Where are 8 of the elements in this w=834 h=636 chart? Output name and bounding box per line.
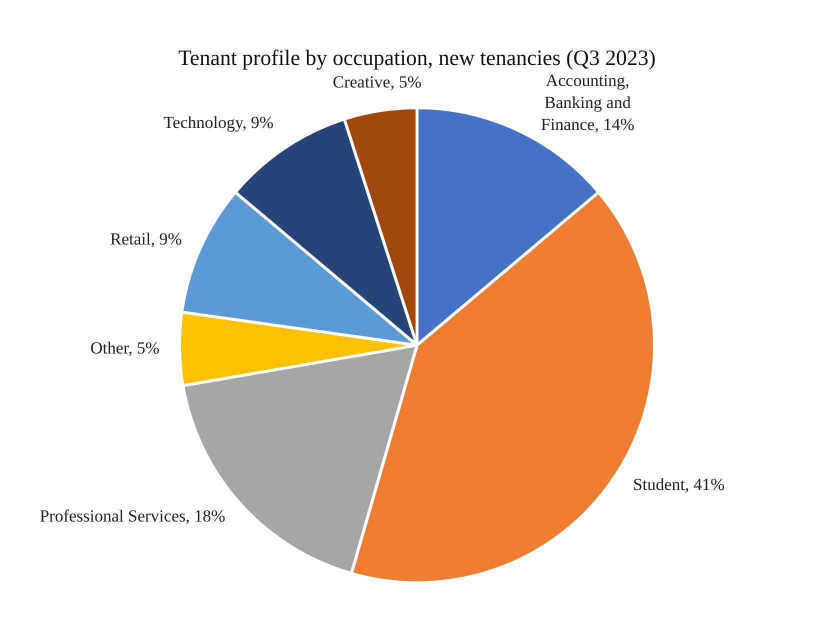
slice-label: Creative, 5% xyxy=(332,72,422,92)
slice-label: Other, 5% xyxy=(90,338,160,358)
slice-label: Professional Services, 18% xyxy=(40,506,226,526)
slice-label: Student, 41% xyxy=(633,474,725,494)
slice-label: Accounting, Banking and Finance, 14% xyxy=(540,71,634,134)
slice-label: Retail, 9% xyxy=(110,230,182,249)
slice-label: Technology, 9% xyxy=(163,112,274,132)
chart-title: Tenant profile by occupation, new tenancies (Q3 2023) xyxy=(178,46,656,70)
